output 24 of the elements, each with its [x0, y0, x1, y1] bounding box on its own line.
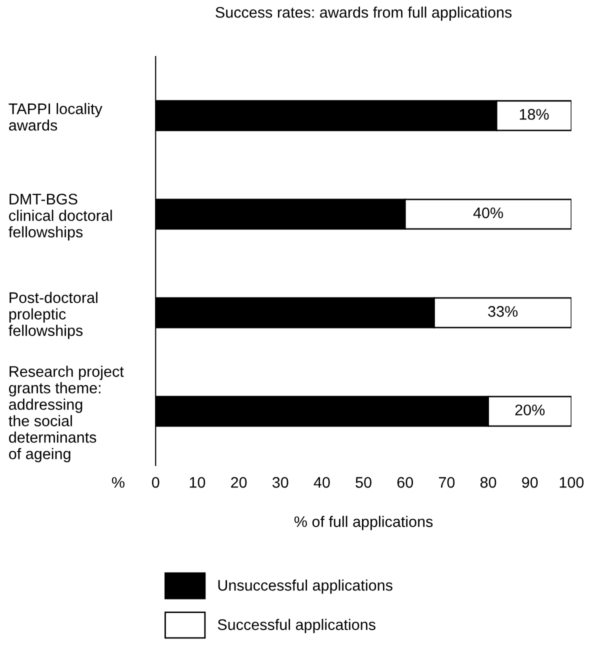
x-tick-label: 40	[314, 477, 330, 488]
x-tick-label: 10	[190, 477, 206, 488]
x-tick-label: 100	[560, 477, 584, 488]
x-tick-label: 50	[356, 477, 372, 488]
legend-label: Successful applications	[218, 618, 376, 634]
x-tick-label: 80	[480, 477, 496, 488]
x-tick-label: 90	[522, 477, 538, 488]
data-label: 33%	[488, 306, 518, 317]
data-label: 40%	[473, 207, 504, 218]
text: %	[112, 477, 124, 488]
y-tick-label: TAPPI locality awards	[8, 102, 102, 131]
data-label: 18%	[520, 108, 549, 120]
x-tick-label: 0	[152, 477, 160, 488]
data-label: 20%	[515, 404, 545, 416]
x-tick-label: 60	[397, 477, 414, 488]
chart-title: Success rates: awards from full applications	[216, 6, 512, 21]
y-tick-label: Research project grants theme: addressing the social determinants of ageing	[8, 366, 124, 462]
x-tick-label: 30	[272, 477, 288, 488]
y-tick-label: Post-doctoral proleptic fellowships	[8, 292, 98, 340]
y-tick-label: DMT-BGS clinical doctoral fellowships	[8, 194, 112, 240]
x-axis-title: % of full applications	[294, 516, 433, 530]
x-tick-label: 20	[231, 477, 247, 488]
legend-label: Unsuccessful applications	[218, 580, 392, 594]
x-tick-label: 70	[438, 477, 455, 488]
